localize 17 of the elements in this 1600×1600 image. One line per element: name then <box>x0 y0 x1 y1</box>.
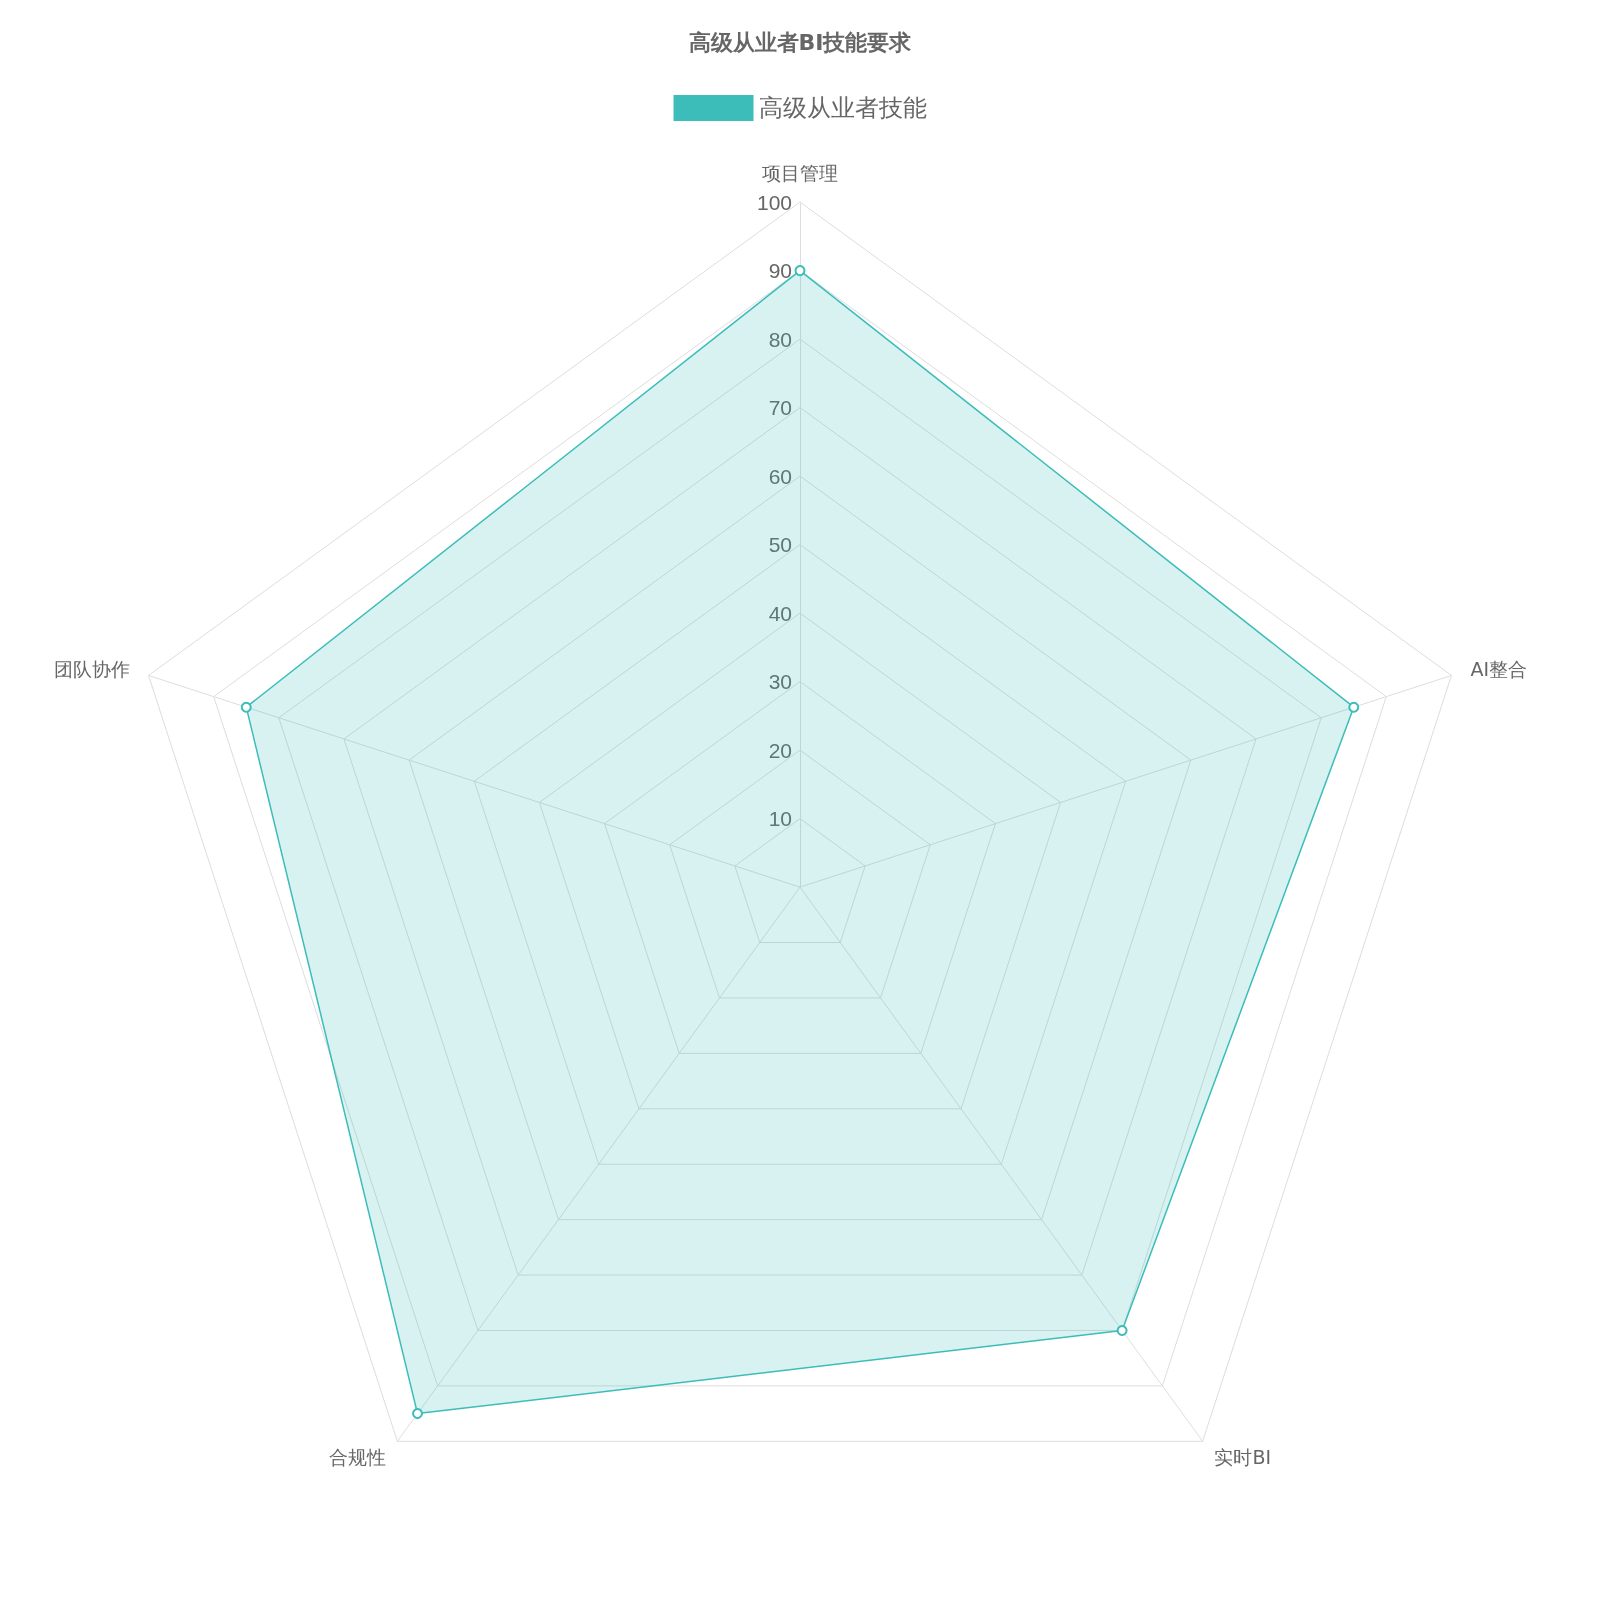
y-tick-label: 70 <box>768 396 792 420</box>
y-tick-label: 60 <box>768 464 792 488</box>
y-tick-label: 50 <box>768 533 792 557</box>
spoke-label: 团队协作 <box>53 658 130 681</box>
spoke-label: 项目管理 <box>762 161 838 184</box>
y-tick-label: 80 <box>768 327 792 351</box>
y-tick-label: 90 <box>768 259 792 283</box>
y-tick-label: 30 <box>768 670 792 694</box>
legend-label: 高级从业者技能 <box>758 94 927 122</box>
spoke-label: 实时BI <box>1214 1446 1272 1469</box>
y-tick-label: 10 <box>768 807 792 831</box>
spoke-label: 合规性 <box>328 1446 386 1469</box>
y-tick-label: 100 <box>756 190 792 214</box>
y-tick-label: 20 <box>768 738 792 762</box>
y-tick-label: 40 <box>768 601 792 625</box>
spoke-label: AI整合 <box>1470 658 1528 681</box>
chart-title: 高级从业者BI技能要求 <box>688 29 913 55</box>
